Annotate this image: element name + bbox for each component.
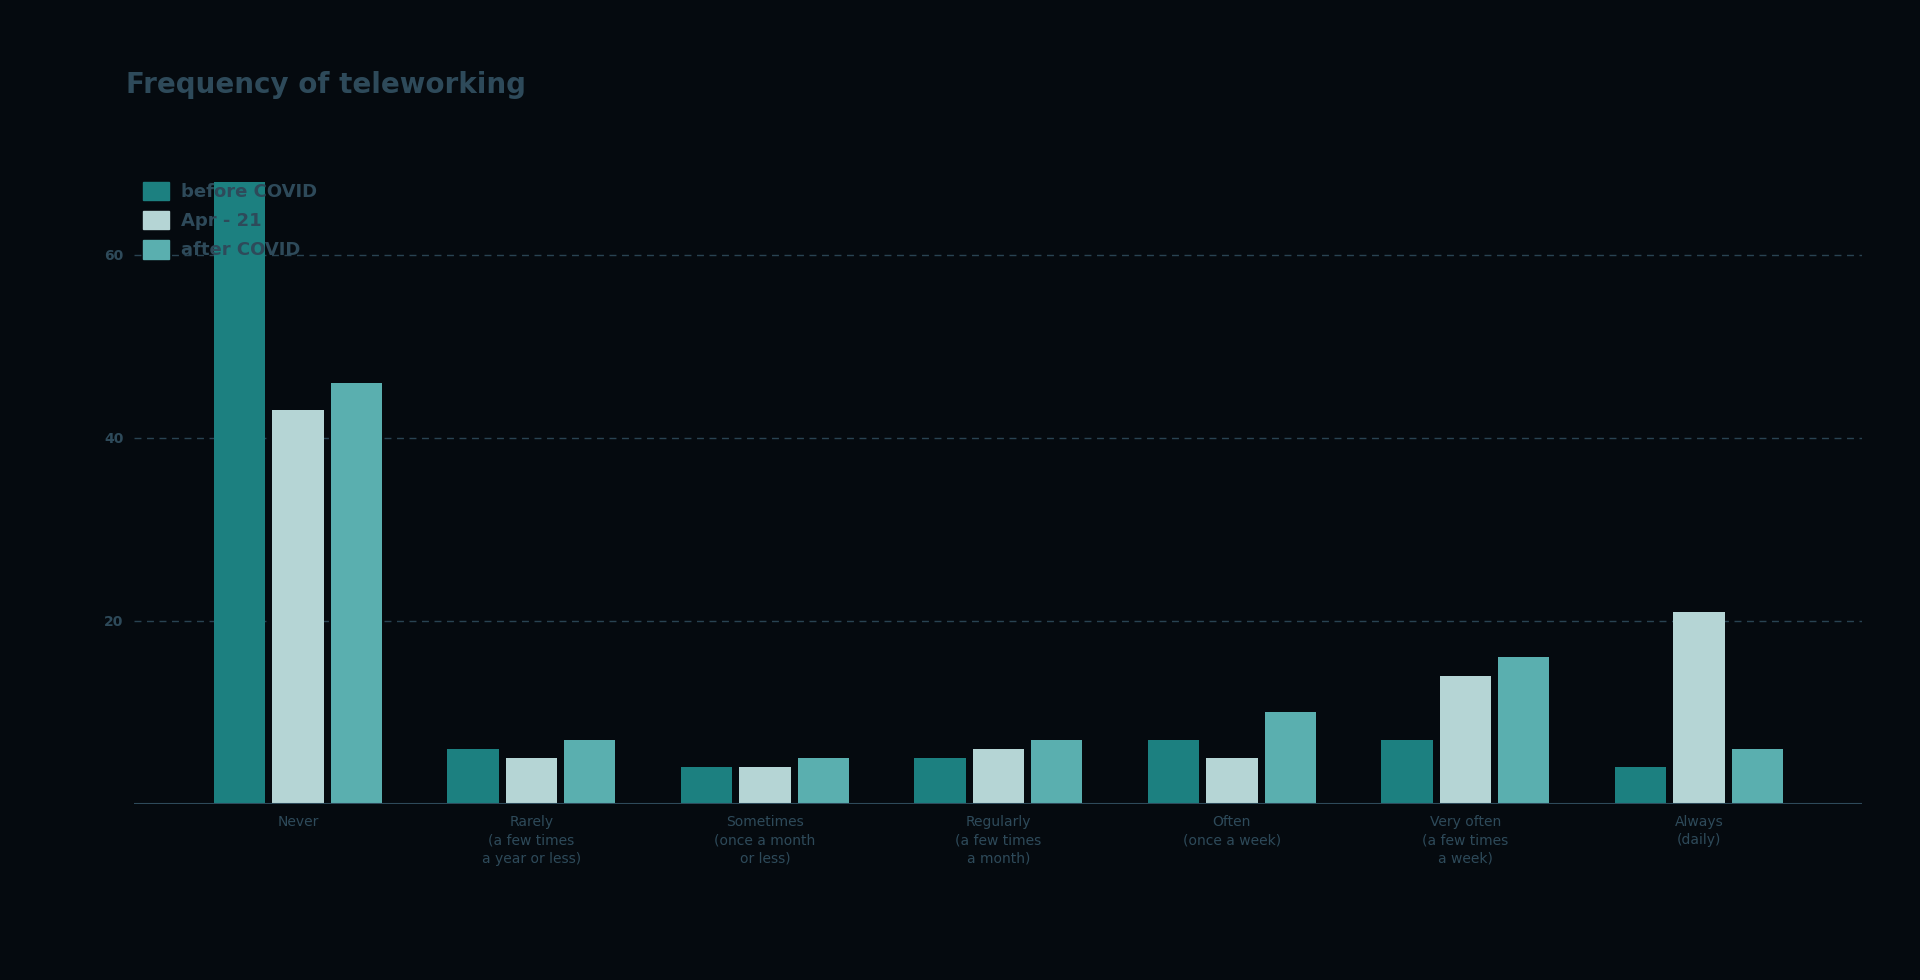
Bar (739, 767, 791, 804)
Bar (797, 758, 849, 804)
Bar (1265, 712, 1315, 804)
Bar (1672, 612, 1724, 804)
Bar (1498, 658, 1549, 804)
Bar (505, 758, 557, 804)
Bar (447, 749, 499, 804)
Bar (1732, 749, 1784, 804)
Bar (914, 758, 966, 804)
Bar (682, 767, 732, 804)
Bar (330, 383, 382, 804)
Bar (1031, 740, 1083, 804)
Bar (1206, 758, 1258, 804)
Bar (1148, 740, 1200, 804)
Bar (564, 740, 616, 804)
Bar (973, 749, 1023, 804)
Bar (1615, 767, 1667, 804)
Legend: before COVID, Apr - 21, after COVID: before COVID, Apr - 21, after COVID (144, 181, 317, 260)
Bar (273, 411, 324, 804)
Text: Frequency of teleworking: Frequency of teleworking (127, 71, 526, 99)
Bar (1380, 740, 1432, 804)
Bar (213, 181, 265, 804)
Bar (1440, 675, 1492, 804)
